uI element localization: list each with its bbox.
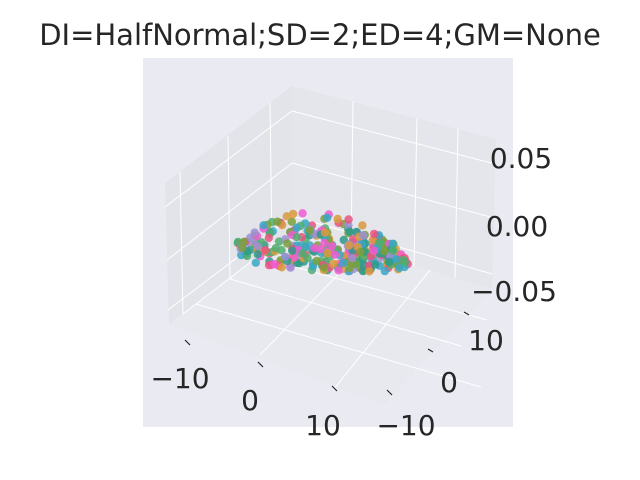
scatter-point	[369, 246, 378, 256]
grid-line	[195, 303, 482, 388]
tick-labels: −10 0 10 −10 0 10 −0.05 0.00 0.05	[150, 142, 556, 442]
scatter-point	[277, 246, 286, 255]
scatter-point	[251, 258, 260, 267]
grid-line	[291, 110, 496, 165]
scatter-point	[316, 245, 325, 254]
grid-line	[229, 278, 462, 347]
grid-line	[227, 135, 231, 280]
y-tick-label: 0	[440, 366, 458, 399]
scatter-point	[281, 252, 290, 262]
z-tick-label: 0.00	[486, 210, 548, 243]
chart-title: DI=HalfNormal;SD=2;ED=4;GM=None	[39, 18, 601, 52]
scatter-point	[380, 266, 389, 276]
scatter-point	[345, 227, 354, 236]
scatter-point	[292, 223, 301, 232]
scatter-point	[365, 267, 374, 276]
scatter-point	[344, 215, 353, 224]
scatter-point	[289, 253, 299, 262]
grid-line	[454, 128, 459, 279]
scatter-point	[358, 266, 368, 276]
scatter-point	[344, 241, 354, 250]
scatter-point	[388, 239, 397, 248]
x-tick-label: −10	[150, 362, 209, 395]
y-tick-label: 10	[468, 324, 504, 357]
scatter-point	[277, 263, 287, 272]
grid-line	[332, 269, 431, 391]
scatter-point	[320, 238, 329, 248]
scatter-point	[330, 250, 340, 259]
scatter-point	[329, 259, 338, 268]
scatter-point	[320, 228, 330, 237]
scatter-point	[358, 221, 367, 230]
grid-line	[291, 162, 495, 219]
scatter-point	[259, 221, 268, 230]
y-tick-mark	[386, 389, 393, 396]
scatter-point	[376, 238, 385, 247]
scatter-point	[380, 247, 389, 256]
scatter-point	[261, 246, 270, 255]
scatter-point	[298, 249, 307, 258]
scatter-point	[283, 239, 292, 248]
scatter-point	[339, 235, 348, 245]
x-tick-mark	[331, 385, 338, 392]
x-tick-mark	[257, 361, 264, 368]
scatter-point	[250, 228, 259, 237]
scatter-point	[356, 248, 365, 257]
y-tick-mark	[427, 348, 434, 353]
scatter-point	[312, 256, 321, 266]
scatter-point	[385, 257, 394, 267]
scatter-point	[339, 258, 348, 267]
scatter-point	[253, 250, 262, 259]
scatter-point	[292, 233, 301, 242]
scatter-point	[348, 254, 357, 263]
scatter-point	[400, 258, 409, 267]
y-tick-label: −10	[376, 409, 435, 442]
scatter-point	[286, 263, 295, 272]
scatter-point	[288, 246, 297, 255]
pane-floor	[169, 231, 492, 405]
scatter-point	[333, 214, 342, 224]
tick-marks	[184, 311, 470, 396]
scatter-point	[273, 217, 282, 226]
scatter-point	[240, 237, 249, 246]
grid-line	[413, 117, 418, 267]
z-tick-label: −0.05	[471, 275, 557, 308]
scatter-point	[319, 263, 329, 272]
z-tick-label: 0.05	[490, 142, 552, 175]
scatter-point	[371, 260, 380, 269]
grid-line	[164, 110, 293, 208]
scatter-point	[287, 217, 296, 226]
y-tick-mark	[463, 311, 470, 316]
scatter-point	[391, 255, 401, 264]
scatter-point	[334, 266, 343, 275]
scatter-point	[388, 246, 398, 255]
scatter-point	[264, 233, 273, 243]
scatter-point	[323, 249, 332, 258]
scatter-point	[270, 259, 279, 269]
scatter-point	[358, 231, 368, 240]
grid-line	[166, 162, 293, 261]
scatter-points	[233, 209, 412, 276]
scatter-point	[369, 229, 379, 239]
scatter-point	[327, 241, 337, 251]
grid-line	[258, 256, 488, 321]
scatter-point	[288, 209, 298, 219]
scatter-point	[305, 225, 314, 235]
x-tick-mark	[184, 339, 191, 346]
scatter-point	[301, 242, 310, 252]
x-tick-label: 0	[241, 384, 259, 417]
x-tick-label: 10	[305, 409, 341, 442]
scatter-point	[282, 212, 291, 221]
scatter-point	[253, 242, 263, 251]
scatter-point	[323, 213, 332, 222]
scatter-point	[298, 209, 307, 218]
